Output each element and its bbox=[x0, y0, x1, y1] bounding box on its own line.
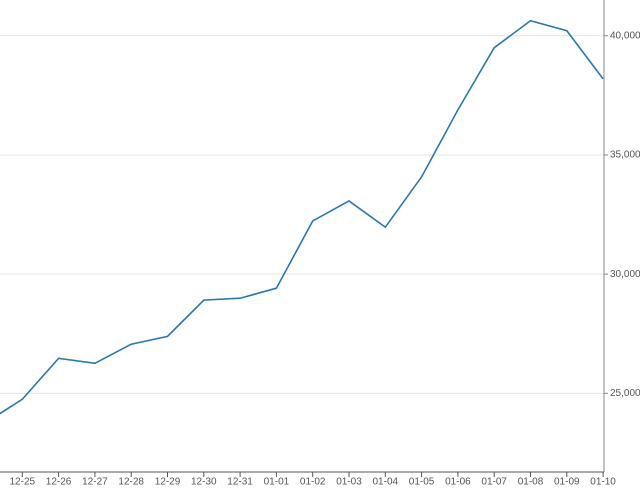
x-tick-label: 12-25 bbox=[10, 477, 36, 488]
x-tick-label: 01-06 bbox=[445, 477, 471, 488]
x-tick-label: 01-08 bbox=[518, 477, 544, 488]
plot-area bbox=[0, 19, 604, 415]
x-tick-label: 12-30 bbox=[191, 477, 217, 488]
y-tick-label: 35,000. bbox=[610, 150, 640, 161]
x-tick-label: 12-26 bbox=[46, 477, 72, 488]
x-tick-label: 12-28 bbox=[118, 477, 144, 488]
x-tick-label: 12-31 bbox=[227, 477, 253, 488]
y-tick-label: 30,000. bbox=[610, 269, 640, 280]
x-tick-label: 12-27 bbox=[82, 477, 108, 488]
y-tick-label: 25,000. bbox=[610, 388, 640, 399]
x-tick-label: 01-07 bbox=[481, 477, 507, 488]
x-tick-label: 01-10 bbox=[590, 477, 616, 488]
x-tick-label: 01-02 bbox=[300, 477, 326, 488]
x-tick-label: 01-05 bbox=[409, 477, 435, 488]
line-series bbox=[0, 19, 604, 415]
x-tick-label: 01-03 bbox=[336, 477, 362, 488]
x-tick-label: 01-09 bbox=[554, 477, 580, 488]
x-tick-label: 01-01 bbox=[264, 477, 290, 488]
x-tick-label: 12-29 bbox=[155, 477, 181, 488]
y-tick-label: 40,000. bbox=[610, 30, 640, 41]
x-tick-label: 01-04 bbox=[373, 477, 399, 488]
